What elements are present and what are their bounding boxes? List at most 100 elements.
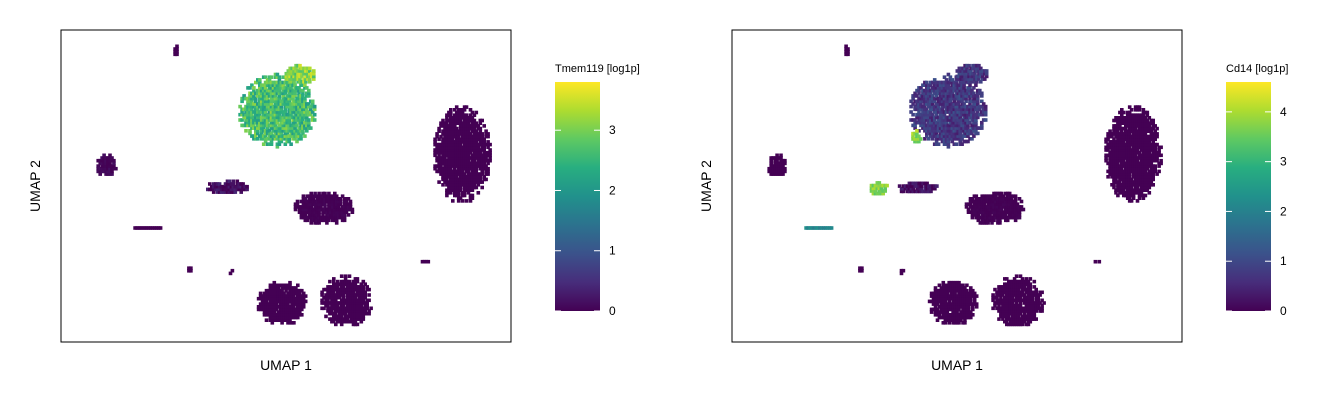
data-point [462,185,467,190]
data-point [250,110,254,114]
data-point [346,197,351,201]
data-point [956,107,960,112]
data-point [1133,116,1138,120]
data-point [254,131,258,136]
data-point [447,148,451,152]
data-point [337,301,342,305]
data-point [486,145,490,150]
data-point [268,288,273,293]
data-point [447,137,451,142]
data-point [266,288,271,293]
data-point [949,283,953,288]
data-point [779,172,783,176]
data-point [1127,166,1132,171]
data-point [1036,295,1040,300]
data-point [1001,314,1005,319]
data-point [263,131,268,136]
data-point [231,179,236,184]
data-point [259,129,264,133]
data-point [996,215,1000,220]
data-point [1137,118,1142,123]
data-point [951,291,955,296]
data-point [963,63,967,68]
data-point [1127,199,1132,203]
data-point [327,191,331,196]
data-point [359,295,364,300]
data-point [230,268,235,273]
data-point [283,104,288,109]
data-point [777,164,781,168]
data-point [1133,126,1138,131]
data-point [913,139,917,144]
data-point [1026,287,1031,292]
data-point [308,80,312,84]
data-point [333,194,337,198]
data-point [767,166,771,171]
data-point [289,123,293,128]
data-point [341,287,346,292]
data-point [225,179,230,184]
data-point [331,210,335,214]
data-point [980,99,984,104]
data-point [104,161,108,166]
data-point [1012,298,1017,303]
data-point [351,319,356,324]
data-point [480,166,484,171]
data-point [951,307,955,312]
data-point [462,175,467,179]
data-point [283,80,288,85]
data-point [957,286,961,290]
data-point [947,315,951,320]
data-point [1137,175,1142,179]
data-point [981,102,986,106]
data-point [289,126,293,130]
data-point [1124,126,1128,131]
data-point [1114,118,1118,123]
data-point [930,104,935,109]
data-point [929,291,934,296]
data-point [877,181,882,185]
data-point [100,161,104,166]
data-point [953,294,957,298]
data-point [930,102,935,106]
data-point [1112,177,1116,182]
data-point [258,302,263,306]
data-point [347,298,352,303]
data-point [1135,118,1140,123]
data-point [937,296,942,301]
data-point [339,298,344,303]
data-point [944,123,949,128]
data-point [325,210,329,214]
data-point [932,134,937,138]
data-point [449,145,453,150]
data-point [456,108,461,112]
data-point [292,71,296,76]
data-point [265,80,270,85]
data-point [351,322,356,327]
data-point [456,166,461,171]
data-point [108,153,112,158]
data-point [968,104,972,109]
data-point [451,175,455,179]
data-point [361,285,366,289]
data-point [944,115,949,120]
data-point [225,182,230,186]
data-point [1112,126,1116,131]
data-point [1151,126,1155,131]
data-point [454,134,459,139]
data-point [961,74,965,79]
data-point [104,158,108,163]
data-point [993,287,997,292]
data-point [256,110,260,114]
data-point [917,110,921,114]
data-point [1120,172,1124,176]
data-point [959,305,963,309]
data-point [268,283,273,288]
data-point [925,181,929,186]
data-point [334,317,338,321]
data-point [104,172,108,176]
data-point [453,158,457,163]
data-point [976,107,980,112]
data-point [265,120,270,125]
data-point [919,107,923,112]
